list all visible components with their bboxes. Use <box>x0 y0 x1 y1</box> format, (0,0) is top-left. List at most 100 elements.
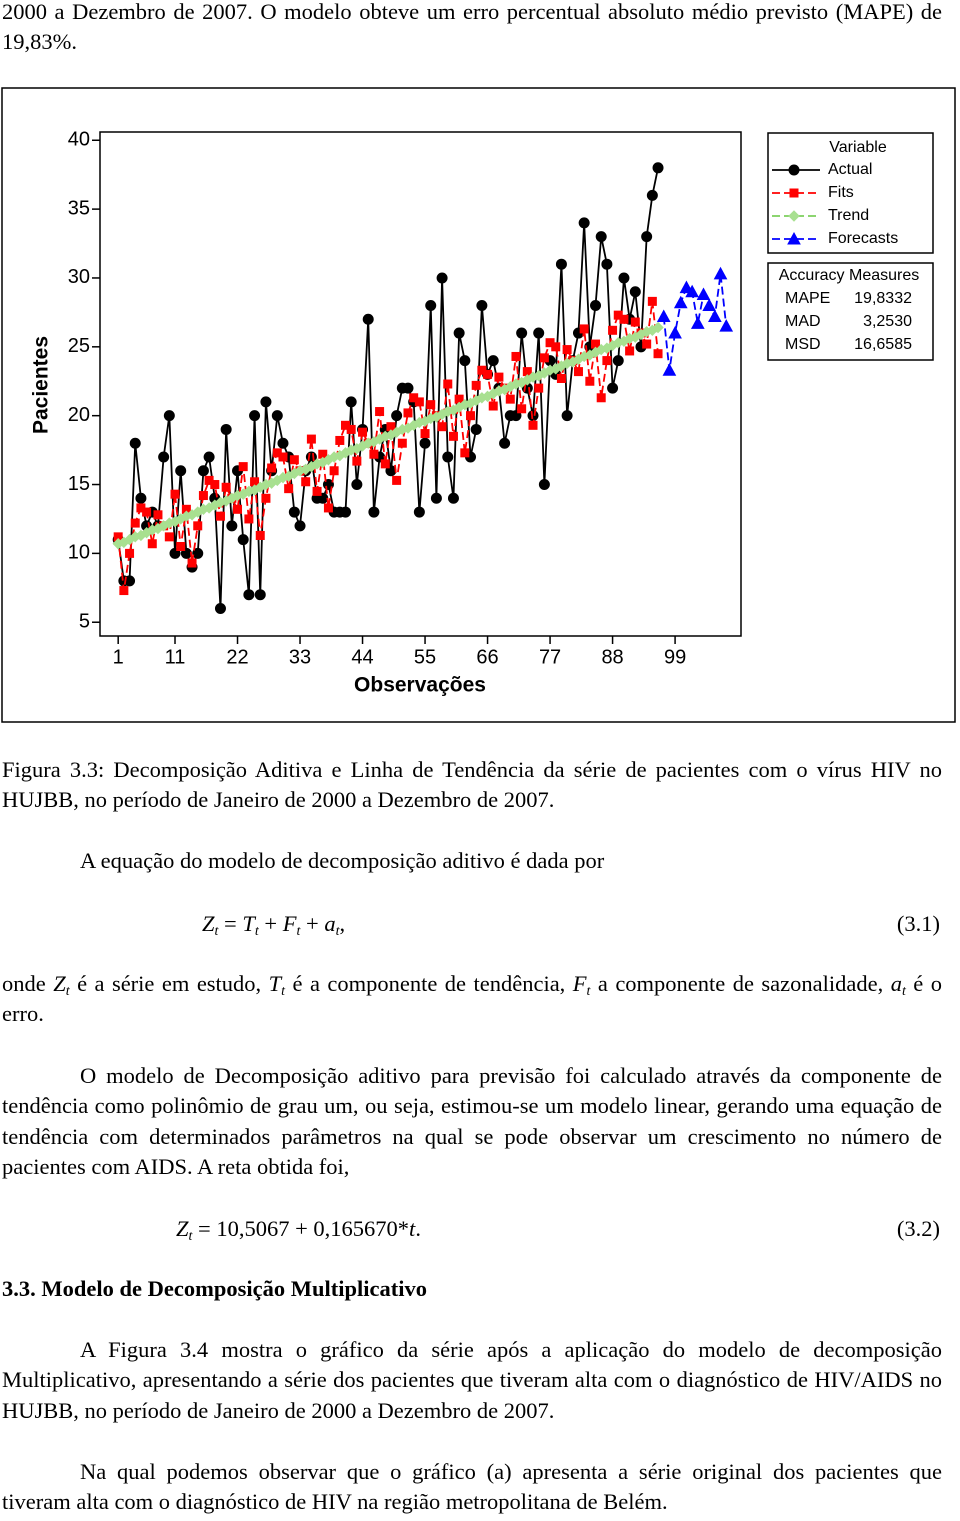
symbol: F <box>572 971 587 996</box>
data-point <box>170 489 180 499</box>
data-point <box>249 410 261 422</box>
data-point <box>306 434 316 444</box>
data-point <box>642 339 652 349</box>
data-point <box>619 314 629 324</box>
eq-symbol: T <box>242 911 255 936</box>
text: é o erro. <box>2 971 942 1027</box>
data-point <box>573 367 583 377</box>
data-point <box>221 482 231 492</box>
data-point <box>442 451 454 463</box>
data-point <box>719 319 734 332</box>
x-tick-label: 66 <box>476 646 498 668</box>
data-point <box>533 327 545 339</box>
data-point <box>214 602 226 614</box>
data-point <box>652 162 664 174</box>
data-point <box>579 324 589 334</box>
data-point <box>147 539 157 549</box>
data-point <box>656 309 671 323</box>
data-point <box>516 327 528 339</box>
data-point <box>323 503 333 513</box>
y-tick-label: 30 <box>68 266 90 288</box>
data-point <box>345 396 357 408</box>
data-point <box>708 309 722 323</box>
sub: t <box>586 984 591 999</box>
data-point <box>528 420 538 430</box>
data-point <box>335 435 345 445</box>
data-point <box>505 394 515 404</box>
data-point <box>278 452 288 462</box>
data-point <box>430 492 442 504</box>
x-tick-label: 11 <box>165 646 186 668</box>
data-point <box>436 272 448 284</box>
data-point <box>198 491 208 501</box>
data-point <box>470 423 482 435</box>
data-point <box>561 410 573 422</box>
legend-label: Actual <box>828 161 872 178</box>
data-point <box>618 272 630 284</box>
data-point <box>301 477 311 487</box>
data-point <box>261 493 271 503</box>
legend-label: Forecasts <box>828 230 898 247</box>
y-tick-label: 10 <box>68 542 90 564</box>
data-point <box>494 372 504 382</box>
data-point <box>255 530 265 540</box>
data-point <box>487 355 499 367</box>
data-point <box>289 455 299 465</box>
data-point <box>585 376 595 386</box>
eq-sub: t <box>254 924 259 939</box>
data-point <box>511 351 521 361</box>
data-point <box>369 449 379 459</box>
data-point <box>685 284 699 298</box>
y-tick-label: 40 <box>68 129 90 151</box>
data-point <box>402 382 414 394</box>
paragraph: A equação do modelo de decomposição adit… <box>80 848 605 873</box>
data-point <box>668 326 682 339</box>
legend-title: Variable <box>829 139 887 156</box>
y-axis-label: Pacientes <box>30 336 53 434</box>
data-point <box>653 349 663 359</box>
data-point <box>125 548 135 558</box>
accuracy-box <box>767 262 934 361</box>
text: a componente de sazonalidade, <box>590 971 891 996</box>
data-point <box>380 459 390 469</box>
accuracy-value: 19,8332 <box>854 290 912 307</box>
text: é a série em estudo, <box>69 971 269 996</box>
data-point <box>339 506 351 518</box>
data-point <box>437 422 447 432</box>
data-point <box>713 266 728 280</box>
paragraph: Na qual podemos observar que o gráfico (… <box>2 1459 942 1515</box>
data-point <box>673 295 688 309</box>
data-point <box>238 462 248 472</box>
data-point <box>288 506 300 518</box>
data-point <box>294 520 306 532</box>
data-point <box>346 424 356 434</box>
data-point <box>595 231 607 243</box>
x-tick-label: 1 <box>113 646 124 668</box>
data-point <box>641 231 653 243</box>
data-point <box>562 345 572 355</box>
figure-caption: Figura 3.3: Decomposição Aditiva e Linha… <box>2 757 942 813</box>
x-tick-label: 22 <box>226 646 248 668</box>
data-point <box>612 355 624 367</box>
data-point <box>193 521 203 531</box>
eq-symbol: Z <box>202 911 215 936</box>
data-point <box>391 410 403 422</box>
data-point <box>483 369 493 379</box>
data-point <box>646 189 658 201</box>
data-point <box>226 520 238 532</box>
data-point <box>233 504 243 514</box>
x-tick-label: 55 <box>414 646 436 668</box>
legend-marker <box>788 164 800 176</box>
x-tick-label: 99 <box>664 646 686 668</box>
data-point <box>696 287 711 300</box>
data-point <box>459 355 471 367</box>
data-point <box>499 437 511 449</box>
data-point <box>466 411 476 421</box>
data-point <box>488 401 498 411</box>
y-tick-label: 15 <box>68 473 90 495</box>
y-tick-label: 35 <box>68 197 90 219</box>
data-point <box>426 400 436 410</box>
legend-label: Fits <box>828 184 854 201</box>
accuracy-value: 16,6585 <box>854 336 912 353</box>
accuracy-label: MAPE <box>785 290 830 307</box>
